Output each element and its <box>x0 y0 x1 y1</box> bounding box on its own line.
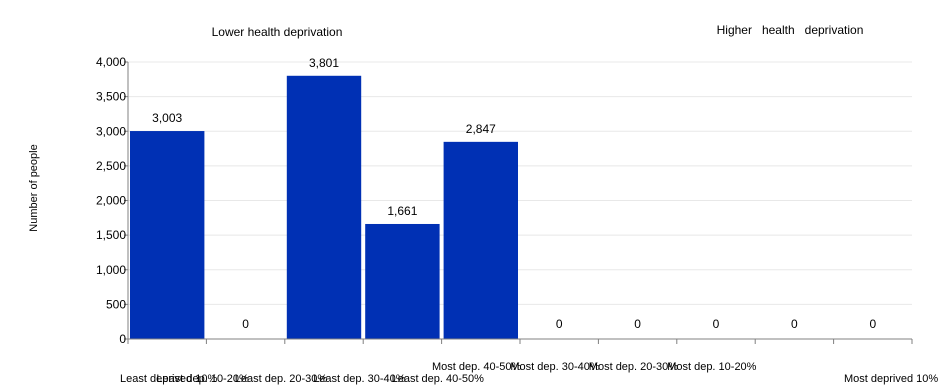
x-tick-label: Least deprived 10% <box>120 373 217 385</box>
y-axis-label: Number of people <box>28 144 40 231</box>
x-tick-label: Least dep. 20-30% <box>235 373 328 385</box>
y-tick-label: 0 <box>119 332 126 346</box>
x-tick-label: Least dep. 30-40% <box>313 373 406 385</box>
x-tick-label: Most deprived 10% <box>844 373 938 385</box>
y-tick-label: 2,500 <box>96 159 126 173</box>
value-label: 0 <box>634 317 641 331</box>
x-tick-label: Most dep. 20-30% <box>589 361 678 373</box>
value-label: 0 <box>869 317 876 331</box>
value-label: 0 <box>791 317 798 331</box>
bar <box>130 131 205 339</box>
bar <box>286 75 362 339</box>
y-tick-label: 3,500 <box>96 90 126 104</box>
y-tick-label: 1,000 <box>96 263 126 277</box>
value-label: 3,801 <box>309 56 339 70</box>
bar <box>443 141 518 339</box>
x-tick-label: Least dep. 40-50% <box>392 373 485 385</box>
x-tick-label: Least dep. 10-20% <box>156 373 249 385</box>
value-label: 2,847 <box>466 122 496 136</box>
bar <box>365 223 440 339</box>
y-tick-label: 2,000 <box>96 194 126 208</box>
y-tick-label: 3,000 <box>96 124 126 138</box>
y-tick-label: 500 <box>106 297 126 311</box>
y-tick-labels: 0 500 1,000 1,500 2,000 2,500 3,000 3,500 4,000 <box>96 55 128 346</box>
value-labels: 3,003 0 3,801 1,661 2,847 0 0 0 0 0 <box>152 56 876 331</box>
gridlines <box>128 61 912 305</box>
x-tick-label: Most dep. 30-40% <box>510 361 599 373</box>
value-label: 1,661 <box>387 204 417 218</box>
y-tick-label: 1,500 <box>96 228 126 242</box>
x-tick-labels: Least deprived 10%Least dep. 10-20%Least… <box>120 339 938 385</box>
annotation-lower-deprivation: Lower health deprivation <box>212 25 343 39</box>
value-label: 0 <box>242 317 249 331</box>
x-tick-label: Most dep. 10-20% <box>667 361 756 373</box>
y-tick-label: 4,000 <box>96 55 126 69</box>
value-label: 0 <box>556 317 563 331</box>
x-tick-label: Most dep. 40-50% <box>432 361 521 373</box>
bars <box>130 75 518 339</box>
value-label: 0 <box>713 317 720 331</box>
value-label: 3,003 <box>152 111 182 125</box>
annotation-higher-deprivation: Higher health deprivation <box>717 23 864 37</box>
